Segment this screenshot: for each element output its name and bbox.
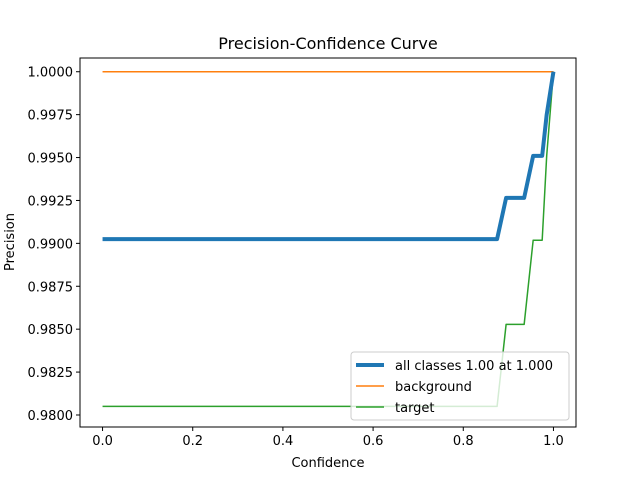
y-tick-label: 0.9850 [28, 323, 74, 338]
legend-label: background [395, 380, 472, 395]
x-tick-label: 0.0 [92, 434, 113, 449]
legend: all classes 1.00 at 1.000 background targe… [350, 351, 570, 421]
axis-ticks: 0.0 0.2 0.4 0.6 0.8 1.0 0.9800 0.9825 0.9850 0.98… [28, 66, 564, 449]
x-tick-label: 0.8 [453, 434, 474, 449]
plot-frame [79, 57, 577, 428]
series-line-0 [102, 71, 556, 242]
x-tick-label: 1.0 [543, 434, 564, 449]
y-axis-label: Precision [3, 213, 18, 271]
y-tick-label: 0.9825 [28, 366, 74, 381]
chart-title: Precision-Confidence Curve [218, 34, 437, 53]
x-tick-label: 0.2 [182, 434, 203, 449]
x-tick-label: 0.6 [363, 434, 384, 449]
y-tick-label: 0.9975 [28, 109, 74, 124]
y-tick-label: 0.9950 [28, 152, 74, 167]
legend-box [350, 351, 570, 421]
legend-label: target [395, 401, 435, 416]
y-tick-label: 1.0000 [28, 66, 74, 81]
y-tick-label: 0.9925 [28, 194, 74, 209]
y-tick-label: 0.9800 [28, 409, 74, 424]
x-tick-label: 0.4 [273, 434, 294, 449]
y-tick-label: 0.9875 [28, 280, 74, 295]
y-tick-label: 0.9900 [28, 237, 74, 252]
legend-label: all classes 1.00 at 1.000 [395, 359, 553, 374]
x-axis-label: Confidence [291, 456, 364, 471]
